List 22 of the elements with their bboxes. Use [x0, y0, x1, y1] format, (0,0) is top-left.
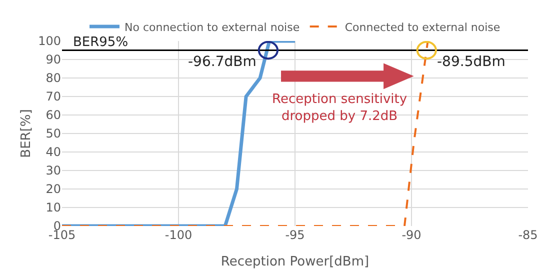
y-tick-label: 10	[46, 200, 61, 215]
y-tick-label: 40	[46, 145, 61, 160]
annotation: -96.7dBm	[188, 54, 256, 70]
annotation: Reception sensitivity dropped by 7.2dB	[272, 92, 408, 124]
x-tick-label: -85	[518, 228, 538, 242]
y-tick-label: 50	[46, 126, 61, 141]
x-axis-title: Reception Power[dBm]	[220, 254, 370, 270]
legend-label: No connection to external noise	[124, 20, 300, 34]
y-tick-label: 20	[46, 182, 61, 196]
x-tick-label: -100	[164, 228, 192, 242]
legend-label: Connected to external noise	[344, 20, 500, 34]
y-tick-label: 60	[46, 108, 61, 122]
y-tick-label: 90	[46, 52, 61, 67]
x-tick-label: -95	[285, 228, 305, 242]
x-tick-label: -90	[402, 228, 422, 242]
y-tick-label: 70	[46, 90, 61, 104]
ref-line-label: BER95%	[73, 35, 128, 50]
y-tick-label: 30	[46, 164, 61, 178]
y-tick-label: 100	[38, 34, 61, 48]
annotation: -89.5dBm	[437, 54, 506, 70]
y-tick-label: 80	[46, 71, 61, 86]
y-axis-title: BER[%]	[19, 109, 34, 158]
